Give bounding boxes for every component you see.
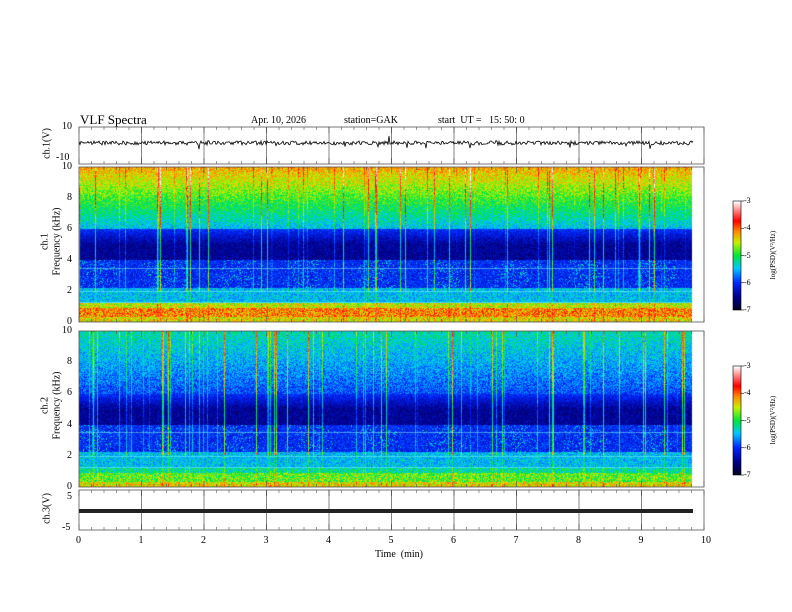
panel-frame: [78, 166, 705, 323]
colorbar-2-label: log(PSD)(V²/Hz): [769, 395, 777, 445]
colorbar-1-label: log(PSD)(V²/Hz): [769, 230, 777, 280]
plot-title: VLF Spectra: [80, 112, 147, 127]
ch3-ytick: 5: [67, 491, 72, 502]
ch2-spec-ylabel-b: Frequency (kHz): [51, 371, 63, 440]
x-tick-label: 2: [201, 535, 206, 546]
ch3-wave-ylabel: ch.3(V): [41, 493, 53, 524]
colorbar-2: [733, 366, 741, 475]
ch2_spec-ytick: 10: [62, 325, 72, 336]
x-tick-label: 8: [576, 535, 581, 546]
ch3-ytick: -5: [62, 522, 71, 533]
x-tick-label: 5: [388, 535, 394, 546]
ch2_spec-ytick: 0: [67, 481, 72, 492]
colorbar-1: [733, 201, 741, 310]
colorbar-tick: -5: [744, 250, 751, 260]
x-tick-label: 10: [701, 535, 711, 546]
ch2_spec-ytick: 4: [67, 418, 72, 430]
ch2_spec-ytick: 2: [67, 449, 72, 461]
ch1-spec-ylabel-b: Frequency (kHz): [51, 207, 63, 276]
colorbar-tick: -4: [744, 223, 751, 233]
x-tick-label: 0: [76, 535, 81, 546]
ch1_spec-ytick: 8: [67, 192, 72, 203]
colorbar-tick: -4: [744, 388, 751, 398]
date-label: Apr. 10, 2026: [251, 115, 306, 126]
x-tick-label: 9: [638, 535, 644, 546]
colorbar-tick: -6: [744, 277, 751, 287]
ch1_spec-ytick: 4: [67, 254, 72, 265]
ch2_spec-ytick: 8: [67, 356, 72, 368]
panel-frame: [78, 330, 705, 488]
start-time-label: start UT = 15: 50: 0: [438, 115, 525, 126]
ch1-ytick: 10: [62, 121, 72, 132]
x-tick-label: 7: [513, 535, 519, 546]
ch1-ytick: -10: [56, 152, 70, 163]
colorbar-tick: -7: [744, 470, 751, 479]
station-label: station=GAK: [344, 115, 398, 126]
x-axis-label: Time (min): [375, 549, 423, 560]
ch1-waveform: [78, 135, 694, 150]
ch3-waveform: [79, 509, 693, 513]
x-tick-label: 3: [263, 535, 269, 546]
colorbar-tick: -6: [744, 442, 751, 452]
ch1-spectrogram: [79, 167, 693, 322]
colorbar-tick: -7: [744, 305, 751, 314]
colorbar-tick: -5: [744, 415, 751, 425]
ch2-spectrogram: [79, 331, 693, 487]
colorbar-tick: -3: [744, 361, 751, 370]
colorbar-frame: [732, 200, 742, 311]
x-tick-label: 4: [326, 535, 331, 546]
x-tick-label: 1: [138, 535, 144, 546]
ch1_spec-ytick: 6: [67, 223, 72, 234]
ch1-spec-ylabel-a: ch.1: [39, 233, 51, 250]
colorbar-frame: [732, 365, 742, 476]
colorbar-tick: -3: [744, 196, 751, 205]
ch1_spec-ytick: 10: [62, 161, 72, 172]
ch1_spec-ytick: 2: [67, 285, 72, 296]
ch1-wave-ylabel: ch.1(V): [41, 128, 53, 159]
ch1_spec-ytick: 0: [67, 316, 72, 327]
ch2_spec-ytick: 6: [67, 387, 72, 399]
x-tick-label: 6: [451, 535, 456, 546]
ch2-spec-ylabel-a: ch.2: [39, 397, 51, 414]
